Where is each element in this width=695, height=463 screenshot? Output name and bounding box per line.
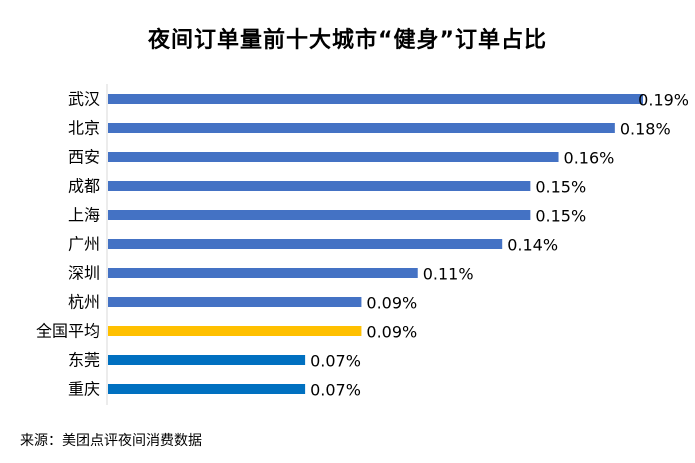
value-label: 0.15% bbox=[535, 207, 586, 226]
value-label: 0.15% bbox=[535, 178, 586, 197]
value-label: 0.09% bbox=[366, 323, 417, 342]
bar bbox=[108, 239, 503, 249]
bar bbox=[108, 181, 531, 191]
category-label: 成都 bbox=[68, 177, 100, 196]
bars-layer: 武汉 0.19% 北京 0.18% 西安 0.16% 成都 0.15% 上海 0.15% 广州 0.1… bbox=[36, 90, 689, 400]
value-label: 0.18% bbox=[620, 120, 671, 139]
bar bbox=[108, 326, 362, 336]
bar bbox=[108, 123, 615, 133]
category-label: 北京 bbox=[68, 119, 100, 138]
value-label: 0.16% bbox=[564, 149, 615, 168]
value-label: 0.07% bbox=[310, 381, 361, 400]
value-label: 0.09% bbox=[366, 294, 417, 313]
bar bbox=[108, 268, 418, 278]
bar bbox=[108, 210, 531, 220]
chart-title: 夜间订单量前十大城市“健身”订单占比 bbox=[148, 28, 547, 53]
category-label: 广州 bbox=[68, 235, 100, 254]
category-label: 西安 bbox=[68, 148, 100, 167]
value-label: 0.07% bbox=[310, 352, 361, 371]
category-label: 全国平均 bbox=[36, 322, 100, 341]
source-note: 来源：美团点评夜间消费数据 bbox=[20, 433, 202, 449]
category-label: 上海 bbox=[68, 206, 100, 225]
value-label: 0.19% bbox=[638, 91, 689, 110]
bar bbox=[108, 297, 362, 307]
bar bbox=[108, 355, 306, 365]
bar bbox=[108, 152, 559, 162]
value-label: 0.11% bbox=[423, 265, 474, 284]
value-label: 0.14% bbox=[507, 236, 558, 255]
category-label: 杭州 bbox=[68, 293, 100, 312]
bar bbox=[108, 384, 306, 394]
category-label: 深圳 bbox=[68, 264, 100, 283]
category-label: 武汉 bbox=[68, 90, 100, 109]
category-label: 重庆 bbox=[68, 380, 100, 399]
bar bbox=[108, 94, 643, 104]
category-label: 东莞 bbox=[68, 351, 100, 370]
